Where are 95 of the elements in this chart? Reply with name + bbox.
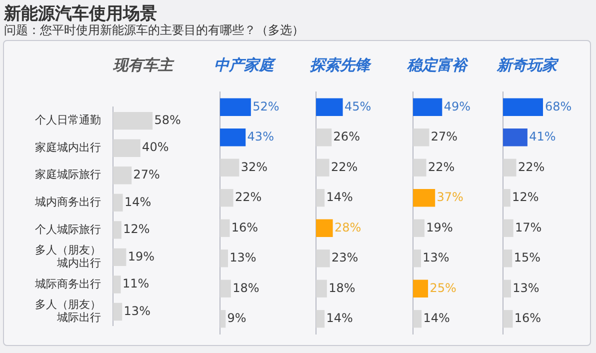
bar <box>316 280 327 298</box>
bar <box>503 128 528 146</box>
data-label: 58% <box>154 112 181 127</box>
chart-title: 探索先锋 <box>310 56 370 75</box>
chart-title: 现有车主 <box>113 56 173 75</box>
data-label: 26% <box>333 130 360 144</box>
bar <box>413 219 425 237</box>
bar <box>413 98 442 116</box>
bar <box>113 194 123 212</box>
data-label: 52% <box>252 99 280 114</box>
data-label: 16% <box>514 311 542 325</box>
data-label: 41% <box>529 130 556 144</box>
bar <box>220 98 251 116</box>
data-label: 17% <box>515 220 542 234</box>
bar <box>503 189 510 207</box>
bar <box>413 128 430 146</box>
data-label: 13% <box>512 280 540 295</box>
data-label: 11% <box>122 276 150 291</box>
bar <box>413 310 422 328</box>
y-tick-label: 个人日常通勤 <box>35 114 101 127</box>
data-label: 27% <box>430 130 458 144</box>
bar <box>113 166 132 184</box>
data-label: 32% <box>240 160 268 174</box>
data-label: 12% <box>512 190 539 204</box>
bar <box>316 158 330 176</box>
data-label: 43% <box>247 130 274 144</box>
chart-title: 稳定富裕 <box>407 56 467 75</box>
bar <box>220 189 234 207</box>
chart-title: 中产家庭 <box>214 56 274 75</box>
bar <box>113 139 140 157</box>
y-tick-label: 多人（朋友）城内出行 <box>35 243 101 270</box>
bar <box>503 158 516 176</box>
bar <box>113 302 122 321</box>
text: 新能源汽车使用场景 <box>4 3 157 24</box>
bar <box>220 310 226 328</box>
bar <box>220 250 228 268</box>
data-label: 13% <box>230 250 256 264</box>
data-label: 22% <box>518 160 545 174</box>
data-label: 9% <box>227 311 246 325</box>
data-label: 28% <box>334 220 362 234</box>
bar <box>220 219 230 237</box>
bar <box>503 310 513 328</box>
data-label: 22% <box>234 190 262 204</box>
data-label: 37% <box>436 190 464 204</box>
bar <box>113 276 121 294</box>
bar <box>113 248 126 266</box>
bar <box>503 98 543 116</box>
bar <box>220 128 246 146</box>
data-label: 19% <box>426 220 453 234</box>
data-label: 18% <box>232 280 260 295</box>
bar <box>413 158 426 176</box>
bar <box>316 98 343 116</box>
bar <box>503 250 512 268</box>
bar <box>220 158 240 176</box>
text: 问题：您平时使用新能源车的主要目的有哪些？（多选） <box>4 22 304 39</box>
bar <box>413 280 428 298</box>
bar <box>113 221 122 239</box>
data-label: 13% <box>422 250 450 264</box>
bar <box>316 250 330 268</box>
chart-title: 新奇玩家 <box>497 56 557 75</box>
bar <box>413 189 436 207</box>
bar <box>316 310 325 328</box>
y-tick-label: 城内商务出行 <box>34 196 101 209</box>
bar <box>503 280 511 298</box>
data-label: 13% <box>124 304 150 318</box>
y-tick-label: 多人（朋友）城际出行 <box>35 298 101 324</box>
bar <box>503 219 514 237</box>
data-label: 23% <box>332 250 358 264</box>
data-label: 15% <box>514 250 540 264</box>
data-label: 18% <box>328 280 356 295</box>
bar <box>316 128 332 146</box>
data-label: 40% <box>142 140 169 154</box>
data-label: 14% <box>326 190 353 204</box>
data-label: 25% <box>430 280 456 295</box>
y-tick-label: 家庭城际旅行 <box>35 168 101 182</box>
data-label: 16% <box>231 220 258 234</box>
data-label: 45% <box>344 99 372 114</box>
data-label: 22% <box>330 160 358 174</box>
data-label: 68% <box>545 99 572 114</box>
bar <box>413 250 421 268</box>
data-label: 22% <box>428 160 455 174</box>
data-label: 14% <box>326 311 353 325</box>
data-label: 14% <box>423 311 450 325</box>
bar <box>113 112 153 130</box>
y-tick-label: 家庭城内出行 <box>35 140 101 154</box>
y-tick-label: 城际商务出行 <box>34 277 101 290</box>
y-tick-label: 个人城际旅行 <box>35 222 101 236</box>
data-label: 14% <box>124 194 152 209</box>
data-label: 12% <box>123 222 150 236</box>
data-label: 49% <box>444 99 470 114</box>
bar <box>316 189 325 207</box>
bar <box>316 219 333 237</box>
data-label: 19% <box>128 249 155 264</box>
bar <box>220 280 231 298</box>
data-label: 27% <box>133 168 160 182</box>
